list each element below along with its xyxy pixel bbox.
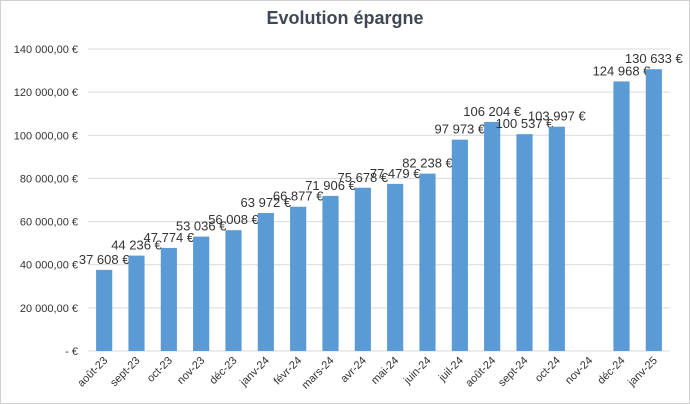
data-label: 53 036 € <box>176 219 227 234</box>
x-tick-label: mai-24 <box>369 355 401 387</box>
x-tick-label: août-24 <box>463 355 498 390</box>
data-label: 47 774 € <box>144 230 195 245</box>
data-label: 77 479 € <box>370 166 421 181</box>
bar <box>322 195 339 351</box>
bar <box>354 187 371 351</box>
y-tick-label: 80 000,00 € <box>20 173 78 185</box>
bar <box>387 183 404 351</box>
bar <box>257 213 274 351</box>
x-tick-label: janv-25 <box>625 355 660 390</box>
x-tick-label: oct-23 <box>145 355 175 385</box>
data-label: 44 236 € <box>111 238 162 253</box>
x-tick-label: sept-23 <box>108 355 142 389</box>
x-tick-label: déc-24 <box>595 355 627 387</box>
y-tick-label: 40 000,00 € <box>20 260 78 272</box>
bar <box>613 81 630 351</box>
data-label: 97 973 € <box>435 122 486 137</box>
y-tick-label: 20 000,00 € <box>20 303 78 315</box>
y-tick-label: 140 000,00 € <box>14 44 78 56</box>
data-label: 82 238 € <box>402 156 453 171</box>
x-tick-label: juin-24 <box>401 355 434 388</box>
bar <box>225 230 242 351</box>
x-tick-label: sept-24 <box>496 355 530 389</box>
x-tick-label: mars-24 <box>300 355 337 392</box>
x-tick-label: janv-24 <box>237 355 272 390</box>
data-label: 37 608 € <box>79 252 130 267</box>
bar <box>645 69 662 351</box>
bar <box>451 139 468 351</box>
y-tick-label: 100 000,00 € <box>14 130 78 142</box>
bar <box>193 236 210 351</box>
data-label: 56 008 € <box>208 212 259 227</box>
x-tick-label: nov-24 <box>563 355 595 387</box>
y-tick-label: 120 000,00 € <box>14 87 78 99</box>
data-label: 63 972 € <box>241 195 292 210</box>
x-tick-label: nov-23 <box>175 355 207 387</box>
x-tick-label: août-23 <box>75 355 110 390</box>
data-label: 103 997 € <box>528 109 587 124</box>
data-label: 66 877 € <box>273 189 324 204</box>
bar <box>290 206 307 351</box>
bar <box>96 269 113 351</box>
bar <box>419 173 436 351</box>
bar <box>548 126 565 352</box>
x-tick-label: déc-23 <box>207 355 239 387</box>
bar <box>160 247 177 351</box>
data-label: 130 633 € <box>625 51 684 66</box>
bar <box>516 134 533 351</box>
y-tick-label: 60 000,00 € <box>20 217 78 229</box>
x-tick-label: juil-24 <box>436 355 466 385</box>
data-label: 71 906 € <box>305 178 356 193</box>
bar <box>484 121 501 351</box>
bar <box>128 255 145 351</box>
y-tick-label: - € <box>65 346 78 358</box>
x-tick-label: avr-24 <box>338 355 369 386</box>
chart-title: Evolution épargne <box>266 8 424 28</box>
data-label: 75 678 € <box>338 170 389 185</box>
data-label: 106 204 € <box>463 104 522 119</box>
data-label: 100 537 € <box>496 116 555 131</box>
x-tick-label: oct-24 <box>533 355 563 385</box>
data-label: 124 968 € <box>593 63 652 78</box>
